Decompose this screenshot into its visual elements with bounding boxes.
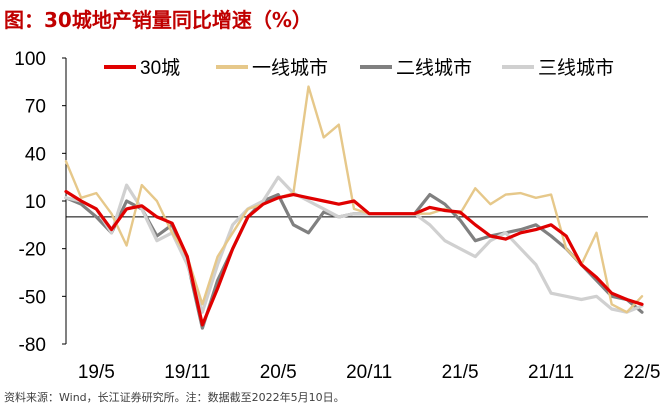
x-tick-label: 21/5 [442,362,479,383]
series-line [64,85,644,314]
y-tick-label: -20 [19,240,46,261]
series-line [64,175,644,314]
source-note: 资料来源：Wind，长江证券研究所。注：数据截至2022年5月10日。 [4,391,345,404]
y-tick-label: -50 [19,287,46,308]
legend-label: 三线城市 [538,57,614,79]
x-tick-label: 19/5 [78,362,115,383]
x-tick-label: 21/11 [528,362,574,383]
y-tick-label: 70 [25,97,46,118]
x-tick-label: 20/5 [260,362,297,383]
chart-title: 图：30城地产销量同比增速（%） [4,8,312,32]
x-tick-label: 22/5 [624,362,661,383]
legend-label: 二线城市 [396,57,472,79]
y-tick-label: 100 [14,49,46,70]
y-tick-label: 40 [25,144,46,165]
y-tick-label: 10 [25,192,46,213]
x-tick-label: 20/11 [346,362,392,383]
series-line [64,189,644,327]
legend-label: 30城 [140,57,180,79]
legend-label: 一线城市 [252,57,328,79]
y-tick-label: -80 [19,335,46,356]
x-tick-label: 19/11 [164,362,210,383]
